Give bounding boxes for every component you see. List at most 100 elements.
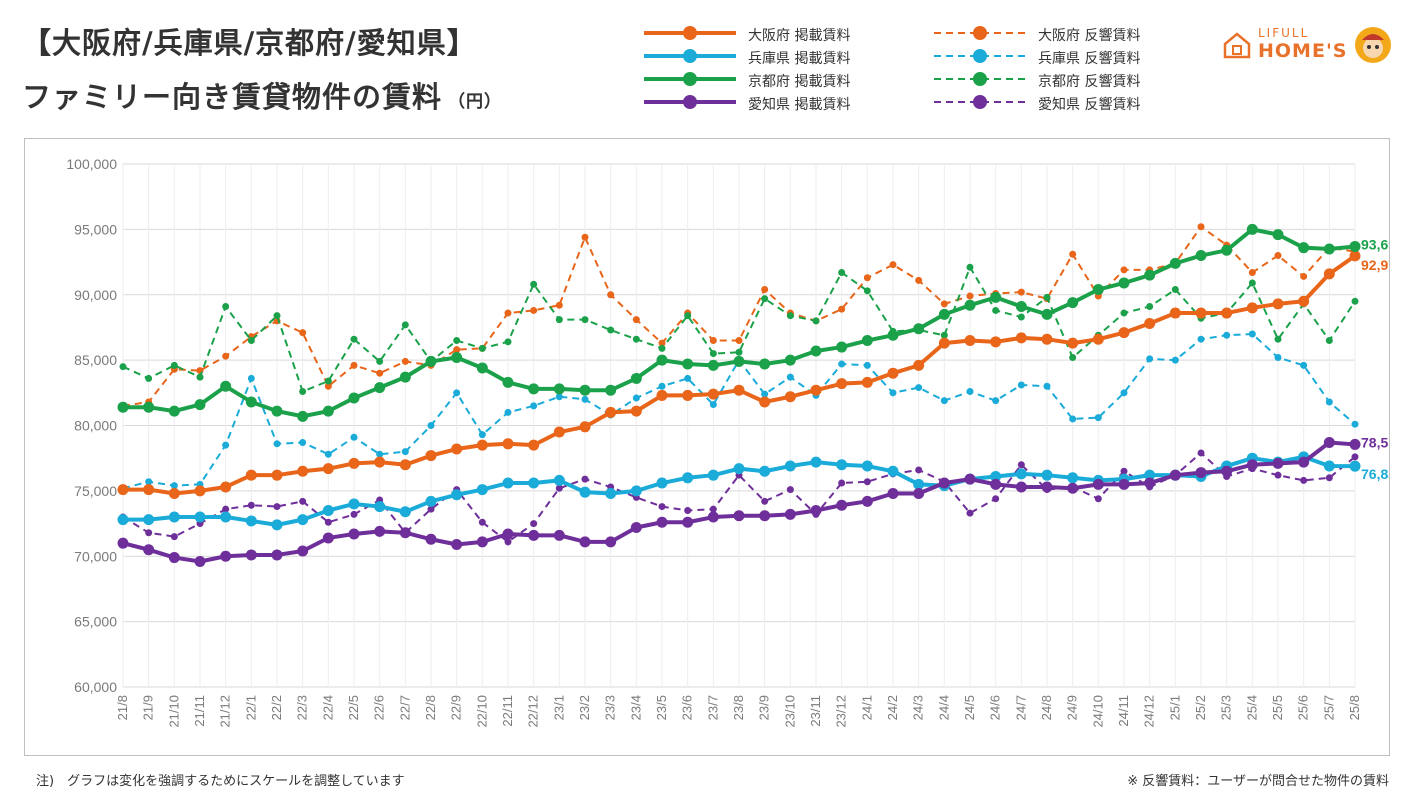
house-icon <box>1223 32 1251 59</box>
data-point <box>350 510 358 518</box>
data-point <box>245 515 257 527</box>
data-point <box>374 382 386 394</box>
data-point <box>1195 467 1207 479</box>
data-point <box>938 337 950 349</box>
data-point <box>1197 449 1205 457</box>
legend-item-kyoto-inquiry: 京都府 反響賃料 <box>930 68 1200 90</box>
data-point <box>836 341 848 353</box>
data-point <box>913 359 925 371</box>
legend-item-hyogo-listed: 兵庫県 掲載賃料 <box>640 45 910 67</box>
data-point <box>630 521 642 533</box>
x-tick-label: 23/3 <box>603 695 618 720</box>
legend-item-kyoto-listed: 京都府 掲載賃料 <box>640 68 910 90</box>
data-point <box>581 395 589 403</box>
x-tick-label: 21/8 <box>115 695 130 720</box>
data-point <box>348 498 360 510</box>
data-point <box>348 392 360 404</box>
x-tick-label: 24/12 <box>1142 695 1157 728</box>
data-point <box>401 321 409 329</box>
data-point <box>810 345 822 357</box>
data-point <box>401 448 409 456</box>
data-point <box>836 459 848 471</box>
data-point <box>425 495 437 507</box>
data-point <box>324 382 332 390</box>
legend-item-osaka-listed: 大阪府 掲載賃料 <box>640 22 910 44</box>
data-point <box>682 389 694 401</box>
data-point <box>656 516 668 528</box>
legend-swatch <box>644 95 736 109</box>
data-point <box>887 367 899 379</box>
x-tick-label: 22/12 <box>526 695 541 728</box>
data-point <box>658 382 666 390</box>
data-point <box>425 533 437 545</box>
data-point <box>553 383 565 395</box>
data-point <box>271 469 283 481</box>
data-point <box>761 286 769 294</box>
data-point <box>579 486 591 498</box>
data-point <box>1246 302 1258 314</box>
x-tick-label: 21/10 <box>166 695 181 728</box>
x-tick-label: 24/7 <box>1013 695 1028 720</box>
data-point <box>707 359 719 371</box>
data-point <box>299 329 307 337</box>
data-point <box>222 441 230 449</box>
data-point <box>707 511 719 523</box>
data-point <box>733 463 745 475</box>
data-point <box>399 506 411 518</box>
data-point <box>528 383 540 395</box>
data-point <box>1197 223 1205 231</box>
data-point <box>299 388 307 396</box>
footnote-inquiry-definition: ※ 反響賃料：ユーザーが問合せた物件の賃料 <box>1127 774 1389 789</box>
data-point <box>784 460 796 472</box>
data-point <box>605 406 617 418</box>
data-point <box>117 484 129 496</box>
data-point <box>581 475 589 483</box>
x-tick-label: 25/3 <box>1219 695 1234 720</box>
x-tick-label: 24/6 <box>988 695 1003 720</box>
legend-swatch <box>934 72 1026 86</box>
data-point <box>194 511 206 523</box>
data-point <box>1017 313 1025 321</box>
x-tick-label: 22/10 <box>474 695 489 728</box>
data-point <box>682 516 694 528</box>
data-point <box>555 393 563 401</box>
data-point <box>887 465 899 477</box>
data-point <box>784 354 796 366</box>
data-point <box>478 518 486 526</box>
x-tick-label: 21/12 <box>218 695 233 728</box>
data-point <box>709 401 717 409</box>
data-point <box>735 348 743 356</box>
data-point <box>581 316 589 324</box>
data-point <box>709 350 717 358</box>
y-tick-label: 80,000 <box>74 418 117 434</box>
data-point <box>786 312 794 320</box>
data-point <box>1069 415 1077 423</box>
data-point <box>1092 478 1104 490</box>
data-point <box>1298 295 1310 307</box>
data-point <box>861 376 873 388</box>
data-point <box>1298 242 1310 254</box>
x-tick-label: 23/10 <box>782 695 797 728</box>
data-point <box>861 335 873 347</box>
logo-text-lifull: LIFULL <box>1258 26 1310 40</box>
data-point <box>863 287 871 295</box>
data-point <box>376 357 384 365</box>
data-point <box>168 487 180 499</box>
data-point <box>297 465 309 477</box>
data-point <box>374 525 386 537</box>
data-point <box>579 384 591 396</box>
legend-label: 大阪府 掲載賃料 <box>748 28 851 44</box>
data-point <box>964 335 976 347</box>
data-point <box>117 514 129 526</box>
data-point <box>1017 461 1025 469</box>
x-tick-label: 23/2 <box>577 695 592 720</box>
data-point <box>1195 307 1207 319</box>
data-point <box>1094 495 1102 503</box>
data-point <box>1146 355 1154 363</box>
data-point <box>1169 257 1181 269</box>
data-point <box>759 396 771 408</box>
y-tick-label: 85,000 <box>74 352 117 368</box>
data-point <box>1041 308 1053 320</box>
data-point <box>322 463 334 475</box>
legend-swatch <box>934 49 1026 63</box>
